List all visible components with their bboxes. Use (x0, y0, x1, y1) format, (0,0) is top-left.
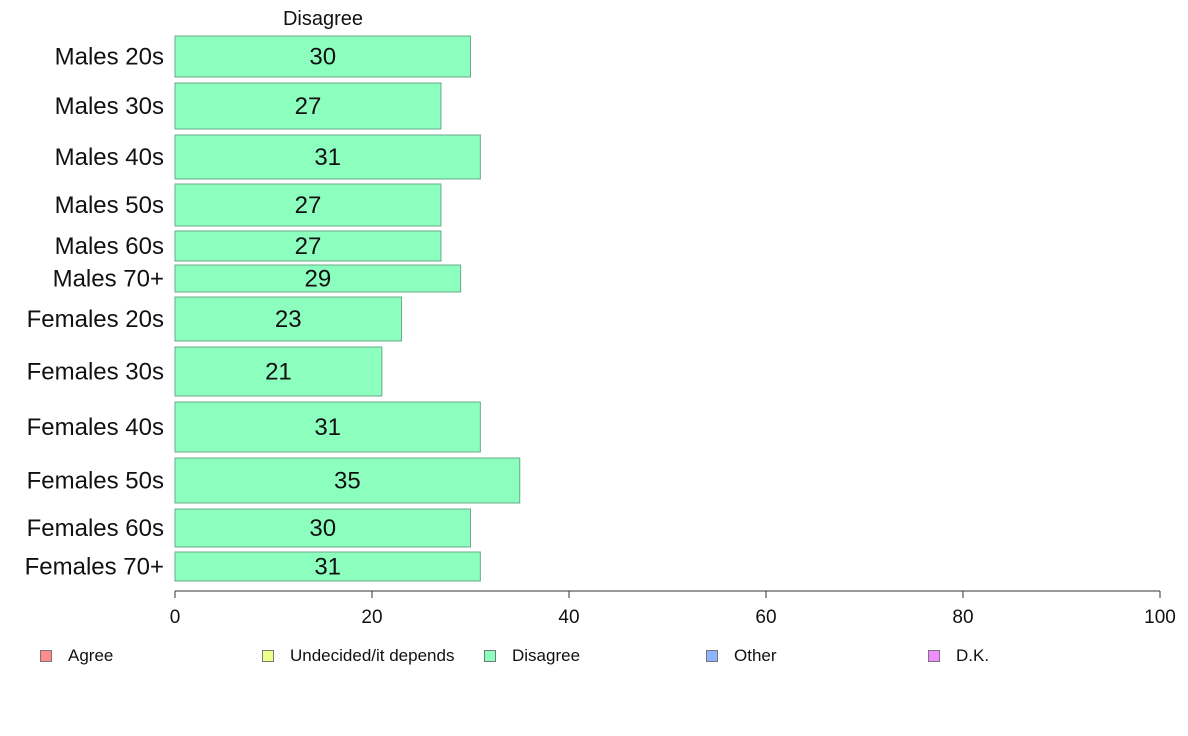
category-label: Males 30s (55, 93, 164, 120)
category-label: Males 60s (55, 233, 164, 260)
bar (174, 296, 403, 342)
bar-value-label: 23 (275, 306, 302, 333)
x-tick-label: 40 (558, 607, 579, 628)
x-tick-label: 60 (755, 607, 776, 628)
legend-item: Undecided/it depends (262, 646, 454, 666)
legend-item: Disagree (484, 646, 580, 666)
category-label: Females 70+ (25, 554, 164, 581)
category-label: Males 20s (55, 44, 164, 71)
bar-value-label: 30 (309, 515, 336, 542)
bar-value-label: 35 (334, 468, 361, 495)
category-label: Males 40s (55, 144, 164, 171)
legend-label: Agree (68, 646, 114, 665)
legend-label: Undecided/it depends (290, 646, 455, 665)
bar (174, 230, 442, 262)
category-label: Females 20s (27, 306, 164, 333)
category-label: Females 30s (27, 359, 164, 386)
bar (174, 82, 442, 130)
legend-swatch (928, 650, 940, 662)
bar (174, 508, 471, 548)
category-label: Females 50s (27, 468, 164, 495)
chart-legend: Agree Undecided/it depends Disagree Other D.… (0, 640, 1188, 670)
bar (174, 183, 442, 227)
legend-item: Other (706, 646, 777, 666)
category-label: Males 70+ (53, 266, 164, 293)
category-label: Females 40s (27, 414, 164, 441)
bar-value-label: 31 (314, 554, 341, 581)
legend-label: Disagree (512, 646, 581, 665)
legend-swatch (484, 650, 496, 662)
bar-value-label: 27 (295, 93, 322, 120)
bar (174, 264, 462, 293)
category-label: Males 50s (55, 192, 164, 219)
bar (174, 35, 471, 78)
x-tick-label: 20 (361, 607, 382, 628)
legend-swatch (262, 650, 274, 662)
bar (174, 551, 481, 582)
legend-label: Other (734, 646, 777, 665)
x-tick-label: 100 (1144, 607, 1176, 628)
legend-swatch (40, 650, 52, 662)
chart-title: Disagree (283, 8, 363, 30)
bar-value-label: 21 (265, 359, 292, 386)
x-tick-label: 80 (952, 607, 973, 628)
bar (174, 346, 383, 397)
legend-item: Agree (40, 646, 113, 666)
legend-swatch (706, 650, 718, 662)
legend-label: D.K. (956, 646, 990, 665)
bar (174, 401, 481, 453)
bar-value-label: 30 (309, 44, 336, 71)
bar-value-label: 31 (314, 414, 341, 441)
bar (174, 457, 521, 504)
legend-item: D.K. (928, 646, 989, 666)
bar-value-label: 27 (295, 233, 322, 260)
bar (174, 134, 481, 180)
bar-chart: Disagree 30 Males 20s 27 Males 30s 31 Males 40… (25, 8, 1176, 628)
x-tick-label: 0 (170, 607, 181, 628)
bar-value-label: 27 (295, 192, 322, 219)
bar-value-label: 31 (314, 144, 341, 171)
category-label: Females 60s (27, 515, 164, 542)
bar-value-label: 29 (304, 266, 331, 293)
